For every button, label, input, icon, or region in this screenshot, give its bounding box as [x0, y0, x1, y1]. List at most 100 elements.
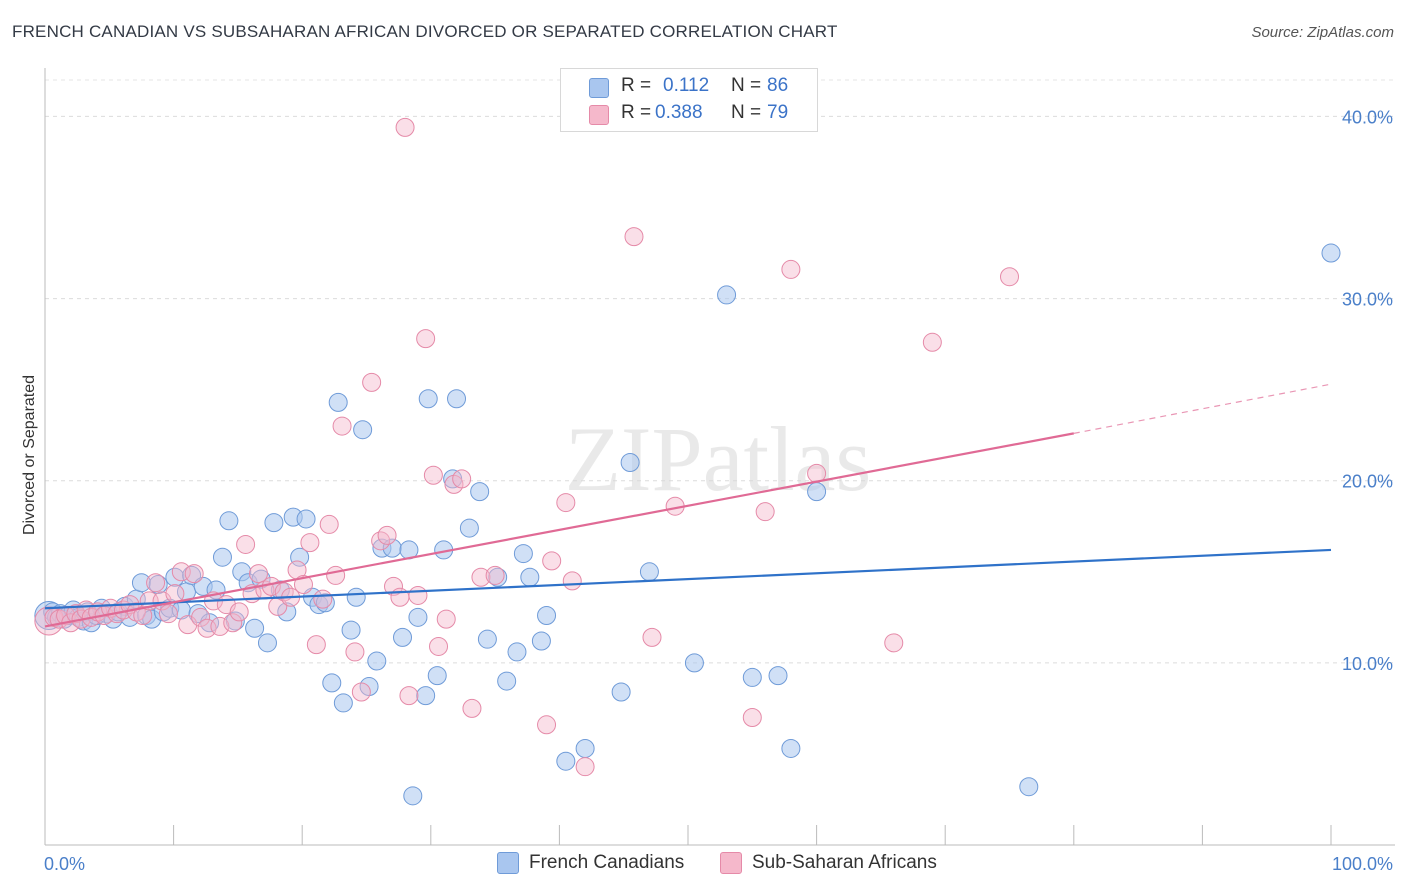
data-point	[624, 227, 644, 247]
legend-n-label: N =	[731, 75, 762, 96]
data-point	[66, 604, 86, 624]
data-point	[485, 565, 505, 585]
data-point	[755, 502, 775, 522]
data-point	[462, 698, 482, 718]
data-point	[470, 482, 490, 502]
data-point	[326, 565, 346, 585]
data-point	[393, 627, 413, 647]
data-point	[423, 465, 443, 485]
data-point	[200, 613, 220, 633]
legend-swatch-blue	[497, 852, 519, 874]
data-point	[313, 589, 333, 609]
series-legend: French Canadians Sub-Saharan Africans	[0, 850, 1406, 878]
data-point	[341, 620, 361, 640]
data-point	[531, 631, 551, 651]
data-point	[236, 534, 256, 554]
chart-title: FRENCH CANADIAN VS SUBSAHARAN AFRICAN DI…	[12, 22, 838, 41]
y-axis-label: Divorced or Separated	[21, 375, 38, 535]
y-tick-label: 20.0%	[1342, 472, 1393, 492]
legend-r-label: R =	[621, 102, 652, 123]
legend-n-value: 79	[767, 102, 789, 123]
data-point	[146, 573, 166, 593]
data-point	[556, 493, 576, 513]
data-point	[556, 751, 576, 771]
data-point	[781, 738, 801, 758]
data-point	[257, 633, 277, 653]
data-point	[322, 673, 342, 693]
series-french-canadians	[34, 243, 1341, 806]
data-point	[477, 629, 497, 649]
data-point	[384, 576, 404, 596]
y-tick-label: 10.0%	[1342, 654, 1393, 674]
data-point	[429, 636, 449, 656]
data-point	[537, 715, 557, 735]
data-point	[742, 708, 762, 727]
y-tick-label: 30.0%	[1342, 290, 1393, 310]
data-point	[191, 607, 211, 627]
correlation-legend: R = 0.112 N = 86 R = 0.388 N = 79	[560, 68, 818, 132]
data-point	[436, 609, 456, 629]
data-point	[507, 642, 527, 662]
data-point	[371, 531, 391, 551]
legend-row-french-canadians: R = 0.112 N = 86	[561, 75, 817, 99]
data-point	[332, 416, 352, 436]
legend-n-label: N =	[731, 102, 762, 123]
data-point	[781, 259, 801, 279]
data-point	[639, 562, 659, 582]
legend-row-sub-saharan-africans: R = 0.388 N = 79	[561, 102, 817, 126]
data-point	[184, 564, 204, 584]
data-point	[300, 533, 320, 553]
data-point	[542, 551, 562, 571]
data-point	[562, 571, 582, 591]
tick-labels: 10.0% 20.0% 30.0% 40.0% 0.0% 100.0%	[44, 107, 1393, 874]
data-point	[290, 547, 310, 567]
data-point	[452, 469, 472, 489]
data-point	[319, 514, 339, 534]
trend-lines	[44, 383, 1332, 628]
data-point	[229, 602, 249, 622]
data-point	[245, 618, 265, 638]
legend-r-value: 0.388	[655, 102, 703, 123]
legend-r-value: 0.112	[663, 75, 710, 96]
data-point	[807, 482, 827, 502]
data-point	[377, 525, 397, 545]
data-point	[575, 738, 595, 758]
data-point	[922, 332, 942, 352]
y-tick-label: 40.0%	[1342, 107, 1393, 127]
data-point	[1000, 267, 1019, 287]
data-point	[717, 285, 737, 305]
data-point	[884, 633, 904, 653]
legend-item-sub-saharan-africans[interactable]: Sub-Saharan Africans	[720, 852, 937, 874]
data-point	[315, 593, 335, 613]
data-point	[575, 757, 595, 777]
data-point	[210, 616, 230, 636]
data-point	[642, 627, 662, 647]
data-point	[471, 567, 491, 587]
data-point	[611, 682, 631, 702]
data-point	[212, 547, 232, 567]
data-point	[158, 604, 178, 624]
data-point	[351, 682, 371, 702]
data-point	[1019, 777, 1039, 797]
data-point	[362, 372, 382, 392]
data-point	[684, 653, 704, 673]
data-point	[742, 667, 762, 687]
data-point	[345, 642, 365, 662]
data-point	[497, 671, 517, 691]
data-point	[306, 635, 326, 655]
legend-r-label: R =	[621, 75, 652, 96]
data-point	[219, 511, 239, 531]
data-point	[251, 569, 271, 589]
data-point	[367, 651, 387, 671]
data-point	[223, 613, 243, 633]
data-point	[399, 686, 419, 706]
data-point	[346, 587, 366, 607]
data-point	[520, 567, 540, 587]
legend-n-value: 86	[767, 75, 789, 96]
legend-item-french-canadians[interactable]: French Canadians	[497, 852, 684, 874]
legend-label-french-canadians: French Canadians	[529, 852, 685, 873]
legend-swatch-pink	[589, 105, 609, 125]
data-point	[408, 607, 428, 627]
data-point	[328, 392, 348, 412]
data-point	[264, 513, 284, 533]
